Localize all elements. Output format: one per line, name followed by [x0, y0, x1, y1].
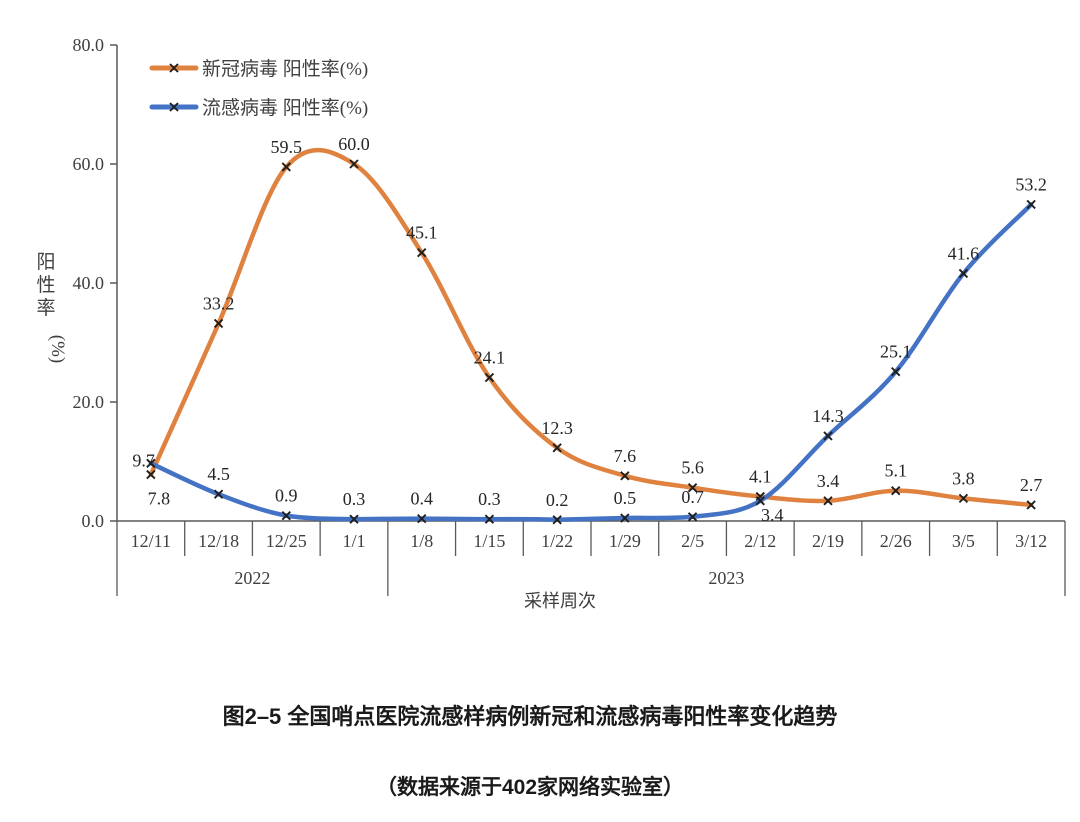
series-marker-0 — [281, 162, 291, 172]
x-tick-label: 12/11 — [131, 531, 171, 551]
series-marker-1 — [755, 496, 765, 506]
data-point-label: 53.2 — [1015, 174, 1047, 194]
y-axis-title-char: 阳 — [36, 251, 55, 273]
series-marker-1 — [687, 512, 698, 522]
data-point-label: 7.6 — [614, 446, 637, 466]
series-marker-1 — [281, 510, 291, 521]
legend-x-marker-icon — [169, 102, 179, 112]
y-axis-title-char: 性 — [36, 274, 55, 296]
x-tick-label: 1/8 — [410, 531, 433, 551]
x-tick-label: 1/15 — [473, 531, 505, 551]
series-line-0 — [148, 147, 1034, 508]
y-axis-title-char: 率 — [36, 297, 55, 319]
series-marker-0 — [620, 471, 630, 481]
data-point-label: 0.2 — [546, 490, 569, 510]
chart-canvas: 0.0 20.0 40.0 60.0 80.0 阳性率 (%) 12/11 12/18 12/25… — [36, 35, 1066, 611]
series-marker-1 — [823, 431, 833, 441]
data-point-label: 2.7 — [1020, 475, 1043, 495]
series-marker-1 — [552, 515, 562, 525]
data-point-label: 0.3 — [343, 489, 366, 509]
data-point-label: 45.1 — [406, 223, 438, 243]
data-point-label: 7.8 — [148, 489, 171, 509]
data-point-label: 5.6 — [681, 458, 704, 478]
series-marker-1 — [146, 458, 156, 468]
x-tick-label: 12/25 — [266, 531, 307, 551]
legend-x-marker-icon — [169, 63, 179, 73]
series-marker-1 — [620, 513, 630, 523]
data-point-label: 60.0 — [338, 134, 370, 154]
x-tick-label: 2/26 — [880, 531, 912, 551]
series-marker-0 — [687, 483, 698, 493]
y-axis-title-unit: (%) — [47, 335, 68, 363]
data-point-label: 0.9 — [275, 486, 298, 506]
series-marker-1 — [349, 514, 359, 524]
data-point-label: 0.3 — [478, 489, 501, 509]
x-tick-label: 1/29 — [609, 531, 641, 551]
data-point-label: 41.6 — [948, 243, 980, 263]
x-tick-label: 3/5 — [952, 531, 975, 551]
figure-caption-source: （数据来源于402家网络实验室） — [375, 776, 685, 799]
data-point-label: 4.1 — [749, 467, 772, 487]
data-point-label: 25.1 — [880, 342, 912, 362]
series-marker-1 — [1026, 199, 1036, 210]
data-point-label: 4.5 — [207, 464, 230, 484]
data-point-label: 5.1 — [884, 461, 907, 481]
x-tick-label: 3/12 — [1015, 531, 1047, 551]
figure-caption-title: 图2–5 全国哨点医院流感样病例新冠和流感病毒阳性率变化趋势 — [222, 704, 838, 729]
x-axis-title: 采样周次 — [524, 591, 596, 611]
legend-series-label: 新冠病毒 阳性率(%) — [202, 58, 368, 80]
y-tick-label: 40.0 — [73, 273, 105, 293]
y-tick-label: 0.0 — [82, 511, 105, 531]
series-marker-0 — [484, 372, 495, 383]
y-tick-label: 60.0 — [73, 154, 105, 174]
series-marker-1 — [213, 489, 224, 499]
x-tick-label: 12/18 — [198, 531, 239, 551]
series-marker-1 — [484, 514, 495, 524]
legend-series-label: 流感病毒 阳性率(%) — [202, 97, 368, 119]
data-point-label: 0.5 — [614, 488, 637, 508]
data-point-label: 3.4 — [817, 471, 840, 491]
data-point-label: 9.7 — [132, 450, 155, 470]
series-marker-0 — [958, 493, 969, 504]
x-axis-year-label: 2022 — [234, 568, 270, 588]
data-point-label: 0.7 — [681, 487, 704, 507]
series-marker-1 — [958, 268, 969, 279]
data-point-label: 14.3 — [812, 406, 844, 426]
data-point-label: 33.2 — [203, 293, 235, 313]
data-point-label: 59.5 — [271, 137, 303, 157]
series-marker-0 — [552, 443, 562, 453]
series-marker-0 — [417, 247, 427, 258]
series-marker-0 — [146, 469, 156, 480]
x-tick-label: 2/19 — [812, 531, 844, 551]
x-tick-label: 1/22 — [541, 531, 573, 551]
x-tick-label: 2/5 — [681, 531, 704, 551]
series-marker-0 — [349, 159, 359, 169]
data-point-label: 0.4 — [410, 489, 433, 509]
series-marker-1 — [417, 513, 427, 524]
y-tick-label: 80.0 — [73, 35, 105, 55]
series-marker-0 — [1026, 500, 1036, 510]
series-marker-0 — [213, 318, 224, 329]
data-point-label: 3.8 — [952, 468, 975, 488]
series-marker-0 — [823, 496, 833, 506]
x-tick-label: 1/1 — [342, 531, 365, 551]
y-tick-label: 20.0 — [73, 392, 105, 412]
series-marker-1 — [891, 366, 901, 377]
data-point-label: 24.1 — [474, 348, 506, 368]
x-tick-label: 2/12 — [744, 531, 776, 551]
series-marker-0 — [891, 485, 901, 496]
x-axis-year-label: 2023 — [708, 568, 744, 588]
data-point-label: 12.3 — [541, 418, 573, 438]
data-point-label: 3.4 — [761, 505, 784, 525]
